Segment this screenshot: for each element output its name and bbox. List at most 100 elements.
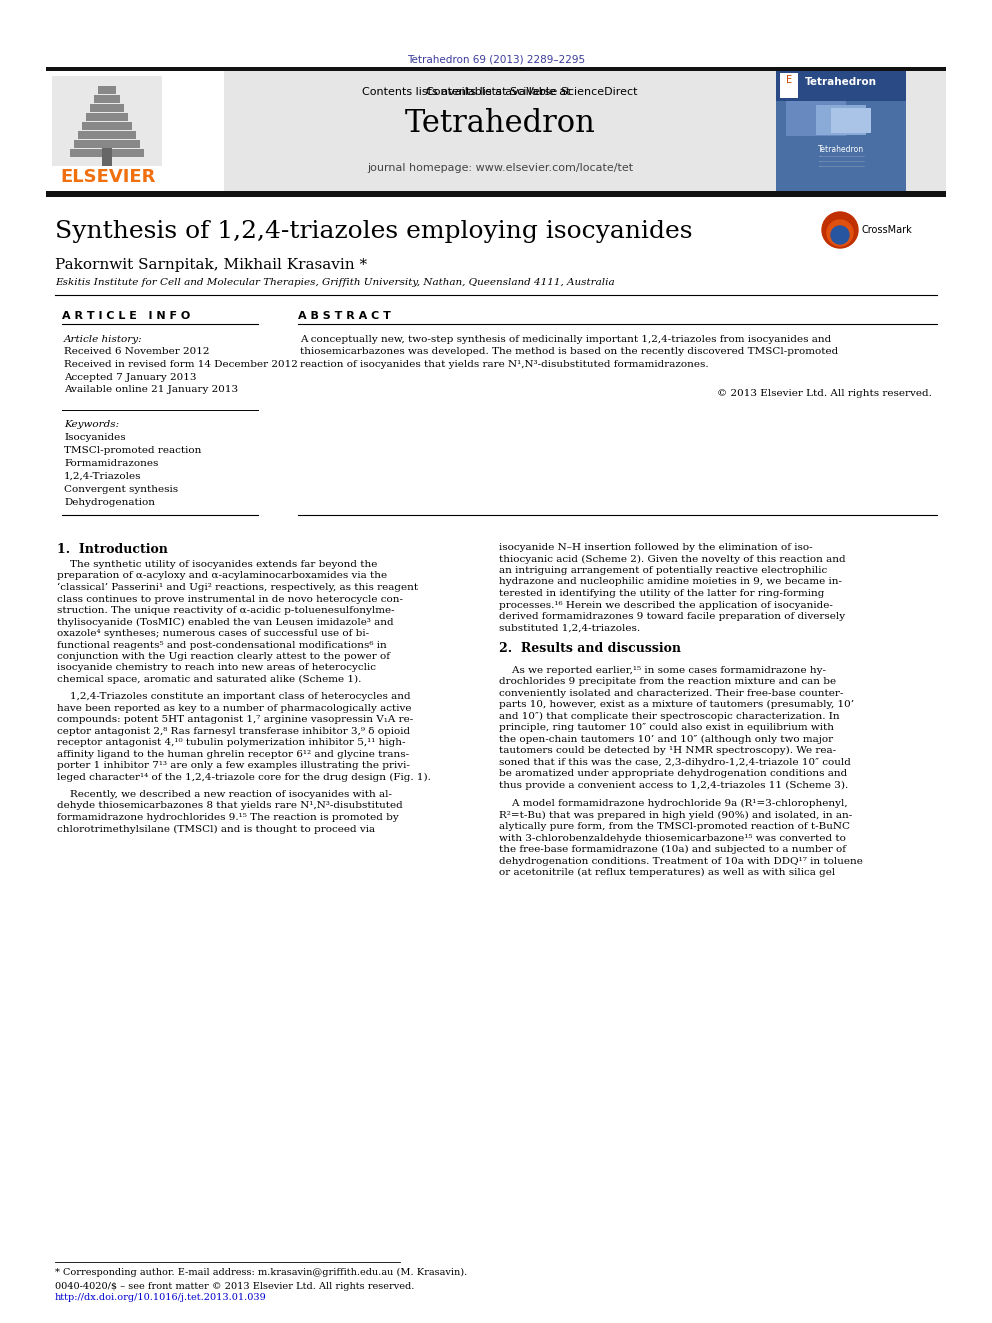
Circle shape	[831, 226, 849, 243]
Text: A B S T R A C T: A B S T R A C T	[298, 311, 391, 321]
Text: terested in identifying the utility of the latter for ring-forming: terested in identifying the utility of t…	[499, 589, 824, 598]
Text: principle, ring tautomer 10″ could also exist in equilibrium with: principle, ring tautomer 10″ could also …	[499, 724, 834, 733]
Text: dehydrogenation conditions. Treatment of 10a with DDQ¹⁷ in toluene: dehydrogenation conditions. Treatment of…	[499, 857, 863, 865]
Text: © 2013 Elsevier Ltd. All rights reserved.: © 2013 Elsevier Ltd. All rights reserved…	[717, 389, 932, 398]
Text: thus provide a convenient access to 1,2,4-triazoles 11 (Scheme 3).: thus provide a convenient access to 1,2,…	[499, 781, 848, 790]
Text: chemical space, aromatic and saturated alike (Scheme 1).: chemical space, aromatic and saturated a…	[57, 675, 361, 684]
Text: struction. The unique reactivity of α-acidic p-toluenesulfonylme-: struction. The unique reactivity of α-ac…	[57, 606, 395, 615]
Bar	[52, 75, 162, 165]
Bar	[46, 67, 946, 71]
Text: the free-base formamidrazone (10a) and subjected to a number of: the free-base formamidrazone (10a) and s…	[499, 845, 846, 855]
Bar	[46, 71, 946, 191]
Text: 2.  Results and discussion: 2. Results and discussion	[499, 642, 681, 655]
Text: A model formamidrazone hydrochloride 9a (R¹=3-chlorophenyl,: A model formamidrazone hydrochloride 9a …	[499, 799, 847, 808]
Text: leged character¹⁴ of the 1,2,4-triazole core for the drug design (Fig. 1).: leged character¹⁴ of the 1,2,4-triazole …	[57, 773, 431, 782]
Text: tautomers could be detected by ¹H NMR spectroscopy). We rea-: tautomers could be detected by ¹H NMR sp…	[499, 746, 836, 755]
Bar	[74, 140, 140, 148]
Bar	[46, 71, 224, 191]
Text: * Corresponding author. E-mail address: m.krasavin@griffith.edu.au (M. Krasavin): * Corresponding author. E-mail address: …	[55, 1267, 467, 1277]
Text: drochlorides 9 precipitate from the reaction mixture and can be: drochlorides 9 precipitate from the reac…	[499, 677, 836, 687]
Text: conveniently isolated and characterized. Their free-base counter-: conveniently isolated and characterized.…	[499, 689, 843, 697]
Text: R²=t-Bu) that was prepared in high yield (90%) and isolated, in an-: R²=t-Bu) that was prepared in high yield…	[499, 811, 852, 820]
Bar	[831, 108, 871, 134]
Text: CrossMark: CrossMark	[862, 225, 913, 235]
Text: Synthesis of 1,2,4-triazoles employing isocyanides: Synthesis of 1,2,4-triazoles employing i…	[55, 220, 692, 243]
Bar	[102, 148, 112, 165]
Text: dehyde thiosemicarbazones 8 that yields rare N¹,N³-disubstituted: dehyde thiosemicarbazones 8 that yields …	[57, 802, 403, 811]
Text: class continues to prove instrumental in de novo heterocycle con-: class continues to prove instrumental in…	[57, 594, 403, 603]
Text: functional reagents⁵ and post-condensational modifications⁶ in: functional reagents⁵ and post-condensati…	[57, 640, 387, 650]
Text: hydrazone and nucleophilic amidine moieties in 9, we became in-: hydrazone and nucleophilic amidine moiet…	[499, 578, 842, 586]
Bar	[816, 105, 866, 135]
Text: the open-chain tautomers 10’ and 10″ (although only two major: the open-chain tautomers 10’ and 10″ (al…	[499, 734, 833, 744]
Text: 1.  Introduction: 1. Introduction	[57, 542, 168, 556]
Text: thiocyanic acid (Scheme 2). Given the novelty of this reaction and: thiocyanic acid (Scheme 2). Given the no…	[499, 554, 845, 564]
Text: Keywords:: Keywords:	[64, 419, 119, 429]
Text: 1,2,4-Triazoles: 1,2,4-Triazoles	[64, 472, 142, 482]
Text: Received 6 November 2012: Received 6 November 2012	[64, 348, 209, 356]
Text: oxazole⁴ syntheses; numerous cases of successful use of bi-: oxazole⁴ syntheses; numerous cases of su…	[57, 628, 369, 638]
Text: with 3-chlorobenzaldehyde thiosemicarbazone¹⁵ was converted to: with 3-chlorobenzaldehyde thiosemicarbaz…	[499, 833, 846, 843]
Text: Tetrahedron 69 (2013) 2289–2295: Tetrahedron 69 (2013) 2289–2295	[407, 56, 585, 65]
Text: Received in revised form 14 December 2012: Received in revised form 14 December 201…	[64, 360, 298, 369]
Text: and 10″) that complicate their spectroscopic characterization. In: and 10″) that complicate their spectrosc…	[499, 712, 839, 721]
Text: Article history:: Article history:	[64, 335, 143, 344]
Text: Available online 21 January 2013: Available online 21 January 2013	[64, 385, 238, 394]
Text: E: E	[786, 75, 792, 85]
Text: receptor antagonist 4,¹⁰ tubulin polymerization inhibitor 5,¹¹ high-: receptor antagonist 4,¹⁰ tubulin polymer…	[57, 738, 406, 747]
Text: an intriguing arrangement of potentially reactive electrophilic: an intriguing arrangement of potentially…	[499, 566, 827, 576]
Bar	[786, 101, 846, 136]
Text: ______________________: ______________________	[817, 163, 864, 167]
Text: ______________________: ______________________	[817, 153, 864, 157]
Text: substituted 1,2,4-triazoles.: substituted 1,2,4-triazoles.	[499, 623, 640, 632]
Bar	[86, 112, 128, 120]
Bar	[82, 122, 132, 130]
Text: A conceptually new, two-step synthesis of medicinally important 1,2,4-triazoles : A conceptually new, two-step synthesis o…	[300, 335, 831, 344]
Text: formamidrazone hydrochlorides 9.¹⁵ The reaction is promoted by: formamidrazone hydrochlorides 9.¹⁵ The r…	[57, 814, 399, 822]
Text: journal homepage: www.elsevier.com/locate/tet: journal homepage: www.elsevier.com/locat…	[367, 163, 633, 173]
Text: Tetrahedron: Tetrahedron	[805, 77, 877, 87]
Text: Recently, we described a new reaction of isocyanides with al-: Recently, we described a new reaction of…	[57, 790, 392, 799]
Bar	[776, 71, 906, 191]
Text: chlorotrimethylsilane (TMSCl) and is thought to proceed via: chlorotrimethylsilane (TMSCl) and is tho…	[57, 824, 375, 833]
Text: alytically pure form, from the TMSCl-promoted reaction of t-BuNC: alytically pure form, from the TMSCl-pro…	[499, 822, 850, 831]
Text: processes.¹⁶ Herein we described the application of isocyanide-: processes.¹⁶ Herein we described the app…	[499, 601, 833, 610]
Text: ceptor antagonist 2,⁸ Ras farnesyl transferase inhibitor 3,⁹ δ opioid: ceptor antagonist 2,⁸ Ras farnesyl trans…	[57, 726, 410, 736]
Circle shape	[827, 220, 853, 246]
Text: isocyanide chemistry to reach into new areas of heterocyclic: isocyanide chemistry to reach into new a…	[57, 664, 376, 672]
Text: isocyanide N–H insertion followed by the elimination of iso-: isocyanide N–H insertion followed by the…	[499, 542, 812, 552]
Text: soned that if this was the case, 2,3-dihydro-1,2,4-triazole 10″ could: soned that if this was the case, 2,3-dih…	[499, 758, 851, 767]
Text: TMSCl-promoted reaction: TMSCl-promoted reaction	[64, 446, 201, 455]
Text: Pakornwit Sarnpitak, Mikhail Krasavin *: Pakornwit Sarnpitak, Mikhail Krasavin *	[55, 258, 367, 273]
Text: Contents lists available at SciVerse ScienceDirect: Contents lists available at SciVerse Sci…	[362, 87, 638, 97]
Text: Eskitis Institute for Cell and Molecular Therapies, Griffith University, Nathan,: Eskitis Institute for Cell and Molecular…	[55, 278, 615, 287]
Text: 0040-4020/$ – see front matter © 2013 Elsevier Ltd. All rights reserved.: 0040-4020/$ – see front matter © 2013 El…	[55, 1282, 415, 1291]
Text: Tetrahedron: Tetrahedron	[818, 146, 864, 153]
Bar	[78, 131, 136, 139]
Text: Tetrahedron: Tetrahedron	[405, 108, 595, 139]
Text: 1,2,4-Triazoles constitute an important class of heterocycles and: 1,2,4-Triazoles constitute an important …	[57, 692, 411, 701]
Text: http://dx.doi.org/10.1016/j.tet.2013.01.039: http://dx.doi.org/10.1016/j.tet.2013.01.…	[55, 1293, 267, 1302]
Bar	[90, 105, 124, 112]
Bar	[776, 71, 906, 101]
Text: parts 10, however, exist as a mixture of tautomers (presumably, 10’: parts 10, however, exist as a mixture of…	[499, 700, 854, 709]
Text: A R T I C L E   I N F O: A R T I C L E I N F O	[62, 311, 190, 321]
Text: or acetonitrile (at reflux temperatures) as well as with silica gel: or acetonitrile (at reflux temperatures)…	[499, 868, 835, 877]
Text: Convergent synthesis: Convergent synthesis	[64, 486, 179, 493]
Text: ELSEVIER: ELSEVIER	[61, 168, 156, 187]
Text: preparation of α-acyloxy and α-acylaminocarboxamides via the: preparation of α-acyloxy and α-acylamino…	[57, 572, 387, 581]
Text: Isocyanides: Isocyanides	[64, 433, 126, 442]
Text: affinity ligand to the human ghrelin receptor 6¹² and glycine trans-: affinity ligand to the human ghrelin rec…	[57, 750, 409, 759]
Text: conjunction with the Ugi reaction clearly attest to the power of: conjunction with the Ugi reaction clearl…	[57, 652, 390, 662]
Bar	[98, 86, 116, 94]
Text: thylisocyanide (TosMIC) enabled the van Leusen imidazole³ and: thylisocyanide (TosMIC) enabled the van …	[57, 618, 394, 627]
Text: porter 1 inhibitor 7¹³ are only a few examples illustrating the privi-: porter 1 inhibitor 7¹³ are only a few ex…	[57, 761, 410, 770]
Text: thiosemicarbazones was developed. The method is based on the recently discovered: thiosemicarbazones was developed. The me…	[300, 348, 838, 356]
Text: As we reported earlier,¹⁵ in some cases formamidrazone hy-: As we reported earlier,¹⁵ in some cases …	[499, 665, 826, 675]
Text: have been reported as key to a number of pharmacologically active: have been reported as key to a number of…	[57, 704, 412, 713]
Text: ‘classical’ Passerini¹ and Ugi² reactions, respectively, as this reagent: ‘classical’ Passerini¹ and Ugi² reaction…	[57, 583, 418, 593]
Bar	[780, 73, 798, 98]
Text: be aromatized under appropriate dehydrogenation conditions and: be aromatized under appropriate dehydrog…	[499, 769, 847, 778]
Text: ______________________: ______________________	[817, 157, 864, 161]
Text: Dehydrogenation: Dehydrogenation	[64, 497, 155, 507]
